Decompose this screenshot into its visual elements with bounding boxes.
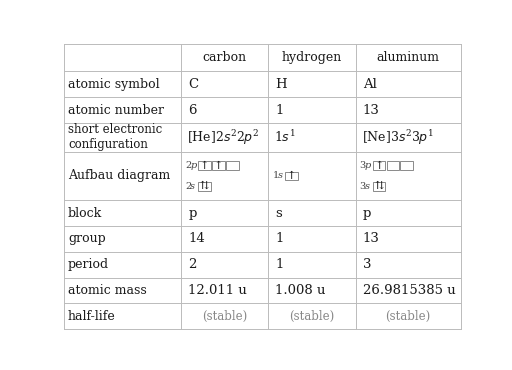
Text: Al: Al: [363, 78, 377, 91]
Bar: [198, 161, 211, 170]
Text: 1: 1: [275, 232, 284, 245]
Bar: [387, 161, 399, 170]
Text: block: block: [68, 206, 102, 220]
Bar: [373, 161, 386, 170]
Text: $\mathregular{[Ne]3}s^{\mathregular{2}}\mathregular{3}p^{\mathregular{1}}$: $\mathregular{[Ne]3}s^{\mathregular{2}}\…: [361, 128, 434, 147]
Text: carbon: carbon: [203, 51, 247, 64]
Bar: [198, 182, 211, 191]
Text: ↓: ↓: [376, 181, 386, 191]
Text: ↑: ↑: [198, 181, 207, 191]
Text: 14: 14: [188, 232, 205, 245]
Text: 2: 2: [185, 161, 191, 170]
Text: 1: 1: [275, 104, 284, 117]
Text: period: period: [68, 258, 109, 271]
Text: 3: 3: [363, 258, 371, 271]
Bar: [285, 172, 298, 180]
Text: s: s: [278, 171, 283, 181]
Text: 2: 2: [188, 258, 197, 271]
Text: (stable): (stable): [202, 310, 247, 323]
Text: Aufbau diagram: Aufbau diagram: [68, 169, 170, 182]
Text: 3: 3: [359, 161, 366, 170]
Text: C: C: [188, 78, 198, 91]
Bar: [226, 161, 239, 170]
Text: hydrogen: hydrogen: [282, 51, 342, 64]
Text: $\mathregular{[He]2}s^{\mathregular{2}}\mathregular{2}p^{\mathregular{2}}$: $\mathregular{[He]2}s^{\mathregular{2}}\…: [187, 128, 259, 147]
Text: atomic mass: atomic mass: [68, 284, 147, 297]
Text: aluminum: aluminum: [377, 51, 440, 64]
Text: (stable): (stable): [386, 310, 431, 323]
Text: 13: 13: [363, 104, 380, 117]
Text: 1: 1: [272, 171, 279, 181]
Text: ↑: ↑: [214, 161, 223, 171]
Text: 1: 1: [275, 258, 284, 271]
Text: 3: 3: [359, 182, 366, 191]
Text: (stable): (stable): [289, 310, 335, 323]
Text: p: p: [190, 161, 197, 170]
Bar: [212, 161, 225, 170]
Text: p: p: [365, 161, 371, 170]
Text: atomic number: atomic number: [68, 104, 164, 117]
Text: atomic symbol: atomic symbol: [68, 78, 160, 91]
Bar: [400, 161, 413, 170]
Text: p: p: [188, 206, 197, 220]
Text: 6: 6: [188, 104, 197, 117]
Text: H: H: [275, 78, 287, 91]
Text: s: s: [365, 182, 370, 191]
Text: ↑: ↑: [200, 161, 209, 171]
Bar: [373, 182, 386, 191]
Text: $\mathregular{1}s^{\mathregular{1}}$: $\mathregular{1}s^{\mathregular{1}}$: [274, 130, 296, 145]
Text: p: p: [363, 206, 371, 220]
Text: s: s: [275, 206, 282, 220]
Text: short electronic
configuration: short electronic configuration: [68, 124, 162, 151]
Text: group: group: [68, 232, 105, 245]
Text: ↑: ↑: [374, 161, 384, 171]
Text: 13: 13: [363, 232, 380, 245]
Text: ↑: ↑: [287, 171, 296, 181]
Text: s: s: [190, 182, 195, 191]
Text: half-life: half-life: [68, 310, 116, 323]
Text: ↑: ↑: [372, 181, 382, 191]
Text: 12.011 u: 12.011 u: [188, 284, 247, 297]
Text: 26.9815385 u: 26.9815385 u: [363, 284, 456, 297]
Text: 2: 2: [185, 182, 191, 191]
Text: 1.008 u: 1.008 u: [275, 284, 326, 297]
Text: ↓: ↓: [202, 181, 211, 191]
